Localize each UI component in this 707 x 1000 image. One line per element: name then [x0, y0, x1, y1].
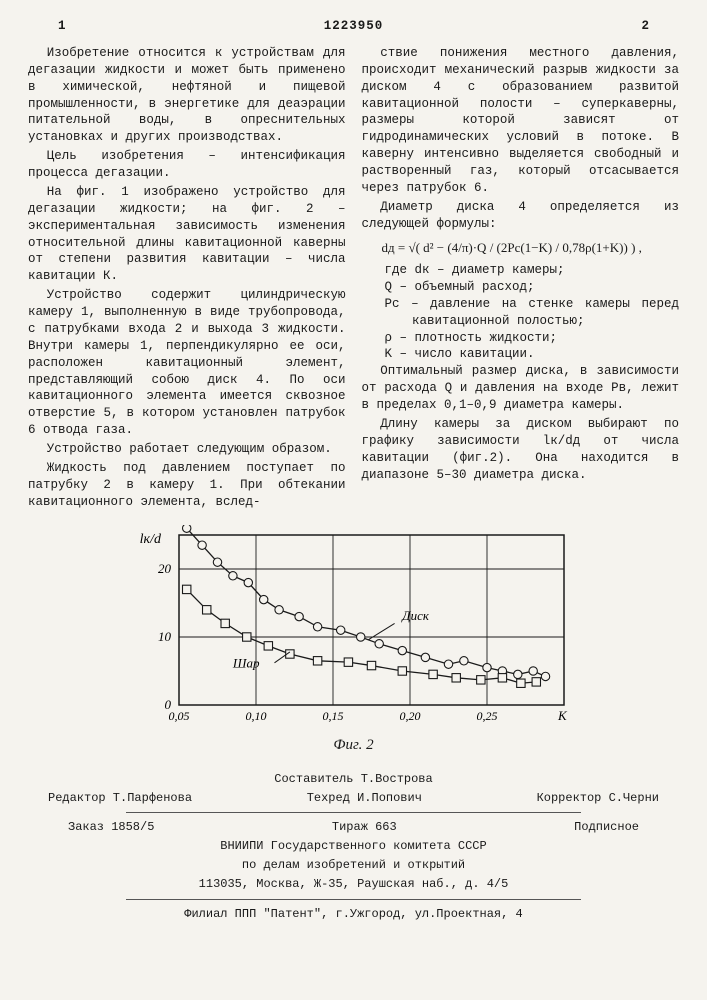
para: Устройство содержит цилиндрическую камер…: [28, 287, 346, 439]
svg-text:Шар: Шар: [231, 655, 259, 670]
svg-text:0,10: 0,10: [245, 709, 266, 723]
order-label: Заказ 1858/5: [68, 819, 154, 836]
sign-label: Подписное: [574, 819, 639, 836]
footer-row2: Редактор Т.Парфенова Техред И.Попович Ко…: [28, 790, 679, 807]
footer-block: Составитель Т.Вострова Редактор Т.Парфен…: [28, 771, 679, 923]
def-line: K – число кавитации.: [412, 346, 679, 363]
chart-caption: Фиг. 2: [124, 735, 584, 755]
svg-text:0,15: 0,15: [322, 709, 343, 723]
divider: [126, 899, 582, 900]
corr-label: Корректор С.Черни: [537, 790, 659, 807]
definitions: где dк – диаметр камеры; Q – объемный ра…: [370, 262, 680, 363]
para: Изобретение относится к устройствам для …: [28, 45, 346, 146]
svg-text:Диск: Диск: [400, 608, 430, 623]
svg-text:0,05: 0,05: [168, 709, 189, 723]
para: Оптимальный размер диска, в зависимости …: [362, 363, 680, 414]
text-columns: Изобретение относится к устройствам для …: [28, 45, 679, 513]
chart-fig2: 0,05 0,10 0,15 0,20 0,25 0 10 20 lк/d K Диск Шар Фи…: [124, 525, 584, 755]
tech-label: Техред И.Попович: [307, 790, 422, 807]
def-line: Q – объемный расход;: [412, 279, 679, 296]
para: На фиг. 1 изображено устройство для дега…: [28, 184, 346, 285]
svg-text:20: 20: [158, 561, 172, 576]
svg-text:10: 10: [158, 629, 172, 644]
divider: [126, 812, 582, 813]
column-right: ствие понижения местного давления, проис…: [362, 45, 680, 513]
chart-svg: 0,05 0,10 0,15 0,20 0,25 0 10 20 lк/d K Диск Шар: [124, 525, 584, 735]
svg-text:K: K: [557, 708, 568, 723]
para: Устройство работает следующим образом.: [28, 441, 346, 458]
def-line: Pс – давление на стенке камеры перед кав…: [412, 296, 679, 330]
footer-addr2: Филиал ППП "Патент", г.Ужгород, ул.Проек…: [28, 906, 679, 923]
def-line: где dк – диаметр камеры;: [412, 262, 679, 279]
footer-addr1: 113035, Москва, Ж-35, Раушская наб., д. …: [28, 876, 679, 893]
column-left: Изобретение относится к устройствам для …: [28, 45, 346, 513]
page-num-right: 2: [641, 18, 649, 35]
para: Диаметр диска 4 определяется из следующе…: [362, 199, 680, 233]
svg-text:0,25: 0,25: [476, 709, 497, 723]
patent-number: 1223950: [66, 18, 642, 35]
editor-label: Редактор Т.Парфенова: [48, 790, 192, 807]
para: ствие понижения местного давления, проис…: [362, 45, 680, 197]
footer-org2: по делам изобретений и открытий: [28, 857, 679, 874]
page-num-left: 1: [58, 18, 66, 35]
footer-row3: Заказ 1858/5 Тираж 663 Подписное: [28, 819, 679, 836]
page-header: 1 1223950 2: [28, 18, 679, 35]
para: Жидкость под давлением поступает по патр…: [28, 460, 346, 511]
svg-text:lк/d: lк/d: [139, 532, 161, 547]
svg-text:0,20: 0,20: [399, 709, 420, 723]
footer-compiler: Составитель Т.Вострова: [28, 771, 679, 788]
tirazh-label: Тираж 663: [332, 819, 397, 836]
para: Цель изобретения – интенсификация процес…: [28, 148, 346, 182]
svg-text:0: 0: [164, 697, 171, 712]
def-line: ρ – плотность жидкости;: [412, 330, 679, 347]
para: Длину камеры за диском выбирают по графи…: [362, 416, 680, 484]
formula: dд = √( d² − (4/π)·Q / (2Pс(1−K) / 0,78ρ…: [382, 239, 680, 257]
footer-org1: ВНИИПИ Государственного комитета СССР: [28, 838, 679, 855]
